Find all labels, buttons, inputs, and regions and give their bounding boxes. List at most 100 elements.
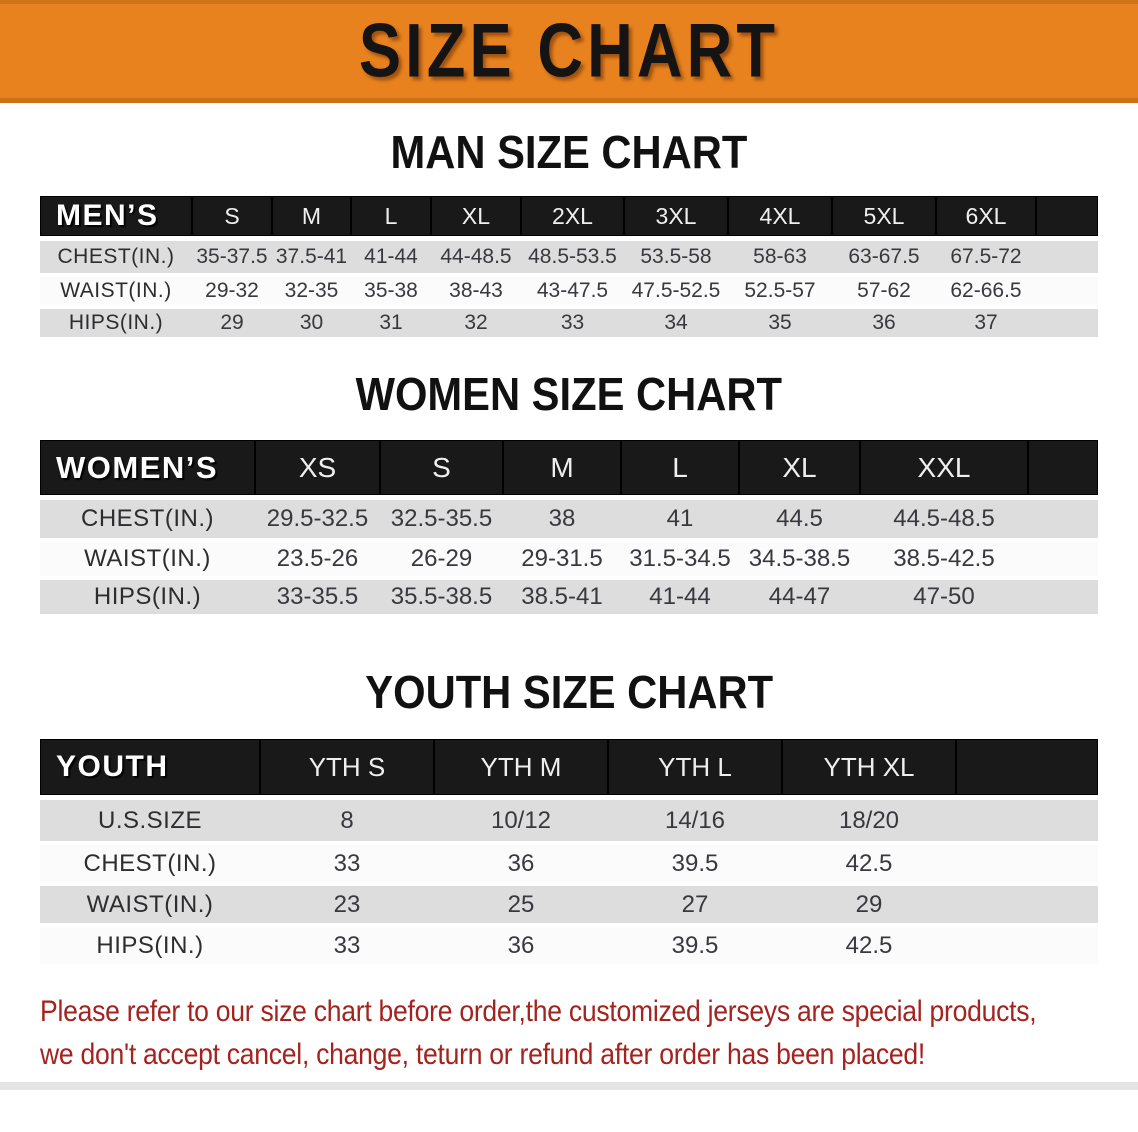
youth-header-row: YOUTH YTH S YTH M YTH L YTH XL bbox=[40, 739, 1098, 800]
bottom-edge-strip bbox=[0, 1082, 1138, 1090]
size-value: 43-47.5 bbox=[521, 273, 624, 305]
youth-section-heading-text: YOUTH SIZE CHART bbox=[365, 667, 773, 719]
size-chart-banner: SIZE CHART bbox=[0, 0, 1138, 103]
size-value: 35.5-38.5 bbox=[380, 576, 503, 614]
size-value: 44.5-48.5 bbox=[860, 500, 1028, 538]
size-value: 23 bbox=[260, 882, 434, 923]
size-value: 23.5-26 bbox=[255, 538, 380, 576]
youth-corner-label: YOUTH bbox=[40, 739, 260, 800]
size-value: 58-63 bbox=[728, 241, 832, 273]
column-header: 4XL bbox=[728, 196, 832, 241]
men-corner-label: MEN’S bbox=[40, 196, 192, 241]
size-value: 62-66.5 bbox=[936, 273, 1036, 305]
size-value: 35 bbox=[728, 305, 832, 337]
row-filler bbox=[956, 800, 1098, 841]
column-header: 5XL bbox=[832, 196, 936, 241]
size-value: 42.5 bbox=[782, 923, 956, 964]
size-value: 37 bbox=[936, 305, 1036, 337]
size-value: 53.5-58 bbox=[624, 241, 728, 273]
size-value: 26-29 bbox=[380, 538, 503, 576]
size-value: 25 bbox=[434, 882, 608, 923]
size-value: 41 bbox=[621, 500, 739, 538]
order-policy-note: Please refer to our size chart before or… bbox=[40, 990, 1120, 1076]
row-filler bbox=[956, 882, 1098, 923]
size-value: 42.5 bbox=[782, 841, 956, 882]
row-filler bbox=[956, 841, 1098, 882]
size-value: 32 bbox=[431, 305, 521, 337]
size-value: 39.5 bbox=[608, 923, 782, 964]
column-header: S bbox=[192, 196, 272, 241]
men-size-table: MEN’S S M L XL 2XL 3XL 4XL 5XL 6XL CHEST… bbox=[40, 196, 1098, 337]
column-header: L bbox=[621, 440, 739, 500]
row-filler bbox=[1036, 241, 1098, 273]
size-value: 41-44 bbox=[351, 241, 431, 273]
row-filler bbox=[1028, 538, 1098, 576]
youth-ussize-row: U.S.SIZE 8 10/12 14/16 18/20 bbox=[40, 800, 1098, 841]
size-value: 36 bbox=[434, 923, 608, 964]
men-waist-row: WAIST(IN.) 29-32 32-35 35-38 38-43 43-47… bbox=[40, 273, 1098, 305]
women-section-heading: WOMEN SIZE CHART bbox=[0, 369, 1138, 421]
row-label: HIPS(IN.) bbox=[40, 305, 192, 337]
size-value: 27 bbox=[608, 882, 782, 923]
size-value: 29 bbox=[782, 882, 956, 923]
youth-section-heading: YOUTH SIZE CHART bbox=[0, 667, 1138, 719]
men-chest-row: CHEST(IN.) 35-37.5 37.5-41 41-44 44-48.5… bbox=[40, 241, 1098, 273]
column-header: XL bbox=[431, 196, 521, 241]
size-value: 32.5-35.5 bbox=[380, 500, 503, 538]
size-value: 44-48.5 bbox=[431, 241, 521, 273]
row-filler bbox=[1028, 576, 1098, 614]
size-value: 63-67.5 bbox=[832, 241, 936, 273]
column-header: M bbox=[272, 196, 351, 241]
size-value: 30 bbox=[272, 305, 351, 337]
youth-waist-row: WAIST(IN.) 23 25 27 29 bbox=[40, 882, 1098, 923]
row-label: WAIST(IN.) bbox=[40, 538, 255, 576]
column-header: 6XL bbox=[936, 196, 1036, 241]
youth-hips-row: HIPS(IN.) 33 36 39.5 42.5 bbox=[40, 923, 1098, 964]
size-value: 31 bbox=[351, 305, 431, 337]
size-value: 44.5 bbox=[739, 500, 860, 538]
size-value: 8 bbox=[260, 800, 434, 841]
size-value: 47.5-52.5 bbox=[624, 273, 728, 305]
women-waist-row: WAIST(IN.) 23.5-26 26-29 29-31.5 31.5-34… bbox=[40, 538, 1098, 576]
men-header-row: MEN’S S M L XL 2XL 3XL 4XL 5XL 6XL bbox=[40, 196, 1098, 241]
size-value: 33-35.5 bbox=[255, 576, 380, 614]
size-value: 38.5-41 bbox=[503, 576, 621, 614]
header-filler bbox=[1036, 196, 1098, 241]
row-filler bbox=[1028, 500, 1098, 538]
women-hips-row: HIPS(IN.) 33-35.5 35.5-38.5 38.5-41 41-4… bbox=[40, 576, 1098, 614]
column-header: YTH M bbox=[434, 739, 608, 800]
women-header-row: WOMEN’S XS S M L XL XXL bbox=[40, 440, 1098, 500]
size-value: 44-47 bbox=[739, 576, 860, 614]
size-value: 33 bbox=[260, 923, 434, 964]
row-filler bbox=[1036, 273, 1098, 305]
size-value: 29-32 bbox=[192, 273, 272, 305]
size-value: 48.5-53.5 bbox=[521, 241, 624, 273]
row-label: HIPS(IN.) bbox=[40, 923, 260, 964]
size-value: 36 bbox=[434, 841, 608, 882]
size-value: 37.5-41 bbox=[272, 241, 351, 273]
row-label: HIPS(IN.) bbox=[40, 576, 255, 614]
size-value: 67.5-72 bbox=[936, 241, 1036, 273]
row-label: CHEST(IN.) bbox=[40, 241, 192, 273]
header-filler bbox=[1028, 440, 1098, 500]
size-value: 32-35 bbox=[272, 273, 351, 305]
men-section-heading-text: MAN SIZE CHART bbox=[390, 127, 748, 179]
column-header: XS bbox=[255, 440, 380, 500]
row-label: WAIST(IN.) bbox=[40, 882, 260, 923]
column-header: L bbox=[351, 196, 431, 241]
column-header: M bbox=[503, 440, 621, 500]
women-size-table: WOMEN’S XS S M L XL XXL CHEST(IN.) 29.5-… bbox=[40, 440, 1098, 614]
size-value: 14/16 bbox=[608, 800, 782, 841]
size-value: 33 bbox=[260, 841, 434, 882]
order-policy-line-2: we don't accept cancel, change, teturn o… bbox=[40, 1038, 925, 1071]
column-header: 2XL bbox=[521, 196, 624, 241]
size-value: 29-31.5 bbox=[503, 538, 621, 576]
size-value: 31.5-34.5 bbox=[621, 538, 739, 576]
size-value: 35-37.5 bbox=[192, 241, 272, 273]
size-value: 35-38 bbox=[351, 273, 431, 305]
youth-size-table: YOUTH YTH S YTH M YTH L YTH XL U.S.SIZE … bbox=[40, 739, 1098, 964]
size-value: 34.5-38.5 bbox=[739, 538, 860, 576]
row-label: CHEST(IN.) bbox=[40, 500, 255, 538]
row-label: CHEST(IN.) bbox=[40, 841, 260, 882]
row-filler bbox=[956, 923, 1098, 964]
